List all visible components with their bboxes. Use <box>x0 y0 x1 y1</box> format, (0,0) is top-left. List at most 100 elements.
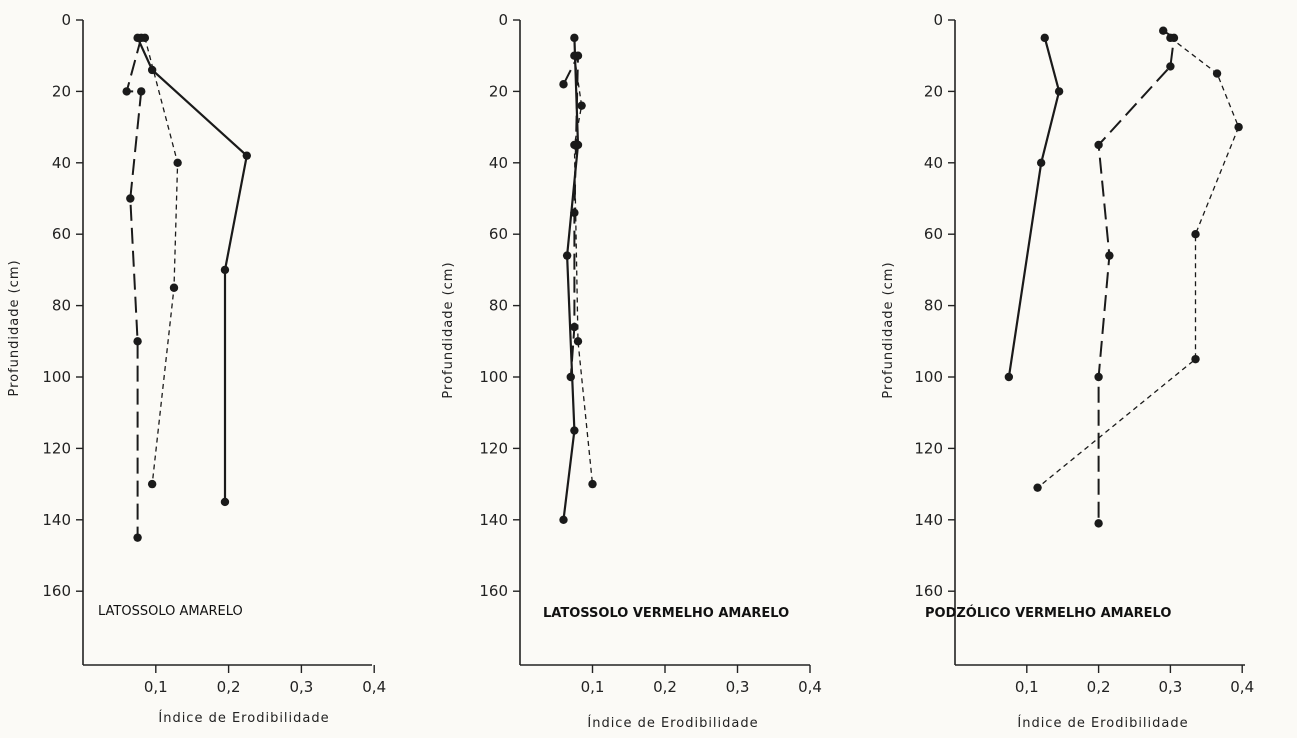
data-point <box>1004 372 1014 382</box>
data-point <box>133 337 142 346</box>
y-tick-label: 20 <box>489 82 508 100</box>
x-tick-label: 0,1 <box>144 678 168 696</box>
data-point <box>570 208 579 217</box>
x-axis-title: Índice de Erodibilidade <box>587 715 758 731</box>
x-axis-title: Índice de Erodibilidade <box>1017 715 1188 731</box>
data-point <box>559 515 568 524</box>
data-point <box>1234 122 1243 132</box>
x-tick-label: 0,2 <box>1087 678 1111 696</box>
data-point <box>570 51 579 60</box>
series-line-long-dash <box>1097 29 1176 524</box>
y-tick-label: 100 <box>42 368 71 386</box>
y-tick-label: 40 <box>489 154 508 172</box>
y-tick-label: 40 <box>52 154 71 172</box>
y-tick-label: 160 <box>914 582 943 600</box>
y-tick-label: 80 <box>52 297 71 315</box>
data-point <box>570 426 579 435</box>
data-point <box>1040 33 1049 43</box>
series-line-solid <box>562 37 580 520</box>
y-tick-label: 60 <box>52 225 71 243</box>
x-tick-label: 0,3 <box>1158 678 1182 696</box>
data-point <box>1036 158 1046 167</box>
y-tick-label: 100 <box>914 368 943 386</box>
data-point <box>220 497 230 507</box>
data-point <box>570 33 579 43</box>
data-point <box>133 533 142 542</box>
y-tick-label: 140 <box>42 511 71 529</box>
data-point <box>570 140 579 150</box>
data-point <box>1159 26 1168 35</box>
data-point <box>1166 62 1175 71</box>
data-point <box>559 80 568 89</box>
data-point <box>1191 354 1200 364</box>
x-tick-label: 0,2 <box>653 678 677 696</box>
y-tick-label: 100 <box>479 368 508 386</box>
data-point <box>566 372 575 382</box>
x-tick-label: 0,4 <box>798 678 822 696</box>
x-tick-label: 0,4 <box>1230 678 1254 696</box>
y-tick-label: 20 <box>924 82 943 100</box>
data-point <box>1094 519 1103 528</box>
y-tick-label: 120 <box>42 439 71 457</box>
data-point <box>1191 230 1200 239</box>
data-point <box>562 251 572 260</box>
x-tick-label: 0,2 <box>217 678 241 696</box>
series-line-solid <box>136 37 248 502</box>
y-tick-label: 160 <box>479 582 508 600</box>
data-point <box>220 265 230 275</box>
y-tick-label: 140 <box>914 511 943 529</box>
data-point <box>588 479 597 489</box>
panel-title: PODZÓLICO VERMELHO AMARELO <box>925 605 1171 621</box>
series-line-short-dash <box>1037 37 1240 489</box>
data-point <box>570 322 579 332</box>
chart-panel-3: 0 20 40 60 80 100 120 140 160 0,1 0,2 0,3 0,4 Profund… <box>881 11 1254 731</box>
data-point <box>1166 33 1175 43</box>
x-tick-label: 0,1 <box>1015 678 1039 696</box>
y-axis-title: Profundidade (cm) <box>881 261 896 398</box>
x-tick-label: 0,4 <box>362 678 386 696</box>
y-tick-label: 60 <box>924 225 943 243</box>
chart-panel-1: 0 20 40 60 80 100 120 140 160 0,1 0,2 0,3 0,4 Profund… <box>7 11 386 726</box>
y-axis-title: Profundidade (cm) <box>441 261 456 398</box>
x-tick-label: 0,1 <box>581 678 605 696</box>
y-tick-label: 0 <box>498 11 508 29</box>
y-axis-title: Profundidade (cm) <box>7 259 22 396</box>
y-tick-label: 0 <box>933 11 943 29</box>
data-point <box>122 87 131 96</box>
y-tick-label: 0 <box>61 11 71 29</box>
data-point <box>147 65 157 75</box>
y-tick-label: 20 <box>52 82 71 100</box>
x-tick-label: 0,3 <box>726 678 750 696</box>
y-tick-label: 160 <box>42 582 71 600</box>
y-tick-label: 80 <box>924 297 943 315</box>
series-line-short-dash <box>144 37 179 485</box>
data-point <box>137 87 146 96</box>
panel-title: LATOSSOLO AMARELO <box>98 604 243 619</box>
data-point <box>1094 372 1103 382</box>
chart-panel-2: 0 20 40 60 80 100 120 140 160 0,1 0,2 0,3 0,4 Profund… <box>441 11 822 731</box>
data-point <box>1212 69 1222 78</box>
data-point <box>169 283 179 292</box>
data-point <box>577 101 586 110</box>
data-point <box>1105 251 1114 260</box>
data-point <box>242 151 251 160</box>
y-tick-label: 80 <box>489 297 508 315</box>
data-point <box>1094 140 1103 150</box>
data-point <box>573 337 583 346</box>
data-point <box>1054 87 1064 96</box>
x-axis-title: Índice de Erodibilidade <box>158 710 329 726</box>
y-tick-label: 140 <box>479 511 508 529</box>
y-tick-label: 40 <box>924 154 943 172</box>
y-tick-label: 60 <box>489 225 508 243</box>
y-tick-label: 120 <box>479 439 508 457</box>
data-point <box>140 33 150 43</box>
data-point <box>173 158 182 167</box>
panel-title: LATOSSOLO VERMELHO AMARELO <box>543 606 789 621</box>
data-point <box>126 194 135 203</box>
data-point <box>1033 483 1042 492</box>
x-tick-label: 0,3 <box>289 678 313 696</box>
data-point <box>147 479 157 489</box>
series-line-solid <box>1007 37 1061 378</box>
series-line-long-dash <box>125 37 143 538</box>
